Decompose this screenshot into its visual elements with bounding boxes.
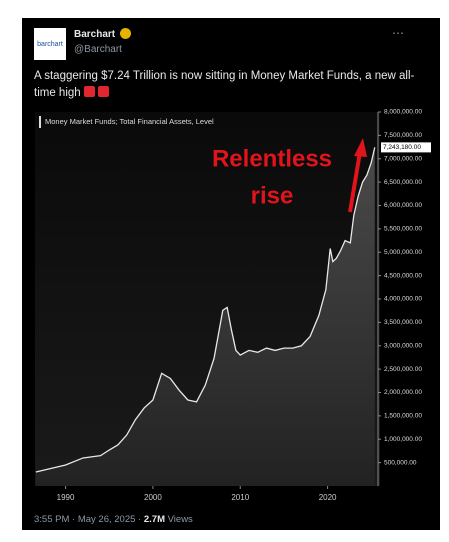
y-tick-label: 7,500,000.00 bbox=[384, 132, 422, 139]
views-label: Views bbox=[167, 514, 193, 525]
y-tick-label: 8,000,000.00 bbox=[384, 109, 422, 116]
y-tick-label: 6,500,000.00 bbox=[384, 179, 422, 186]
emoji bbox=[83, 86, 95, 97]
verified-badge bbox=[120, 28, 131, 39]
annotation: rise bbox=[251, 182, 294, 209]
arrow bbox=[348, 151, 362, 213]
y-tick-label: 1,000,000.00 bbox=[384, 436, 422, 443]
tweet-body: A staggering $7.24 Trillion is now sitti… bbox=[34, 70, 415, 99]
y-tick-label: 3,500,000.00 bbox=[384, 319, 422, 326]
y-tick-label: 6,000,000.00 bbox=[384, 202, 422, 209]
x-tick-label: 2020 bbox=[319, 493, 337, 502]
arrow-head bbox=[354, 138, 367, 157]
avatar[interactable]: barchart bbox=[34, 28, 66, 60]
tweet-text: A staggering $7.24 Trillion is now sitti… bbox=[34, 68, 429, 102]
title-bar bbox=[39, 116, 41, 128]
y-tick-label: 3,000,000.00 bbox=[384, 342, 422, 349]
chart: Money Market Funds; Total Financial Asse… bbox=[35, 109, 431, 502]
x-tick-label: 1990 bbox=[57, 493, 75, 502]
y-tick-label: 4,000,000.00 bbox=[384, 296, 422, 303]
more-menu[interactable]: ⋯ bbox=[392, 26, 404, 40]
value-label: 7,243,180.00 bbox=[383, 144, 421, 151]
x-tick-label: 2000 bbox=[144, 493, 162, 502]
tweet-card: barchart Barchart @Barchart ⋯ A staggeri… bbox=[22, 18, 440, 530]
y-tick-label: 500,000.00 bbox=[384, 459, 417, 466]
y-tick-label: 7,000,000.00 bbox=[384, 155, 422, 162]
x-tick-label: 2010 bbox=[231, 493, 249, 502]
chart-title: Money Market Funds; Total Financial Asse… bbox=[45, 117, 214, 126]
value-label-box bbox=[381, 142, 431, 153]
author-handle[interactable]: @Barchart bbox=[74, 44, 122, 55]
y-tick-label: 4,500,000.00 bbox=[384, 272, 422, 279]
y-tick-label: 5,500,000.00 bbox=[384, 226, 422, 233]
annotation: Relentless bbox=[212, 145, 332, 172]
area-fill bbox=[35, 147, 375, 486]
y-tick-label: 2,000,000.00 bbox=[384, 389, 422, 396]
y-tick-label: 5,000,000.00 bbox=[384, 249, 422, 256]
views-count: 2.7M bbox=[143, 514, 165, 525]
date[interactable]: May 26, 2025 bbox=[77, 514, 136, 525]
y-tick-label: 2,500,000.00 bbox=[384, 366, 422, 373]
y-tick-label: 1,500,000.00 bbox=[384, 413, 422, 420]
author-name[interactable]: Barchart bbox=[74, 29, 116, 40]
tweet-footer: 3:55 PM · May 26, 2025 · 2.7M Views bbox=[34, 514, 193, 525]
line bbox=[35, 147, 376, 473]
time[interactable]: 3:55 PM bbox=[34, 514, 70, 525]
emoji bbox=[97, 86, 109, 97]
